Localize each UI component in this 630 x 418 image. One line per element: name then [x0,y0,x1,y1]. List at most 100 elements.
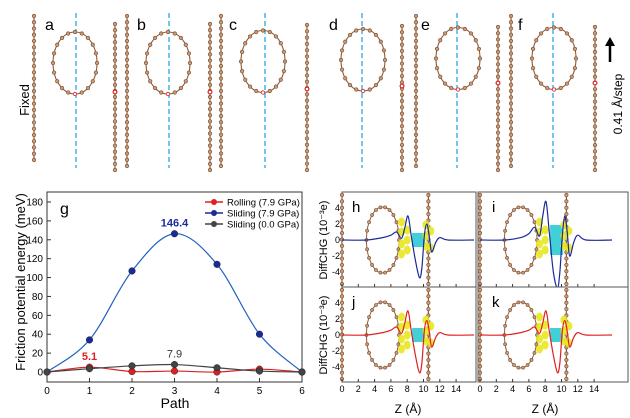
carbon-atom [112,155,118,160]
carbon-atom [218,151,224,156]
carbon-atom [508,95,514,100]
carbon-atom [508,70,514,75]
carbon-atom [573,56,579,61]
sliding-chain [207,21,213,173]
carbon-atom [207,137,213,142]
carbon-atom [124,88,130,94]
carbon-atom [477,275,483,280]
carbon-atom [207,76,213,81]
x-tick-label: 4 [214,386,220,397]
data-point [213,364,221,372]
carbon-atom [426,300,431,305]
carbon-atom [55,42,60,47]
carbon-atom [477,300,483,305]
carbon-atom [347,32,353,38]
carbon-atom [530,46,536,52]
carbon-atom [426,281,431,287]
y-tick-label: 2 [335,314,340,324]
x-tick-label: 10 [418,384,428,394]
carbon-atom [304,142,310,147]
carbon-atom [339,294,345,299]
carbon-atom [399,149,405,154]
carbon-atom [112,149,118,154]
carbon-atom [426,192,431,198]
carbon-atom [426,275,431,280]
carbon-atom [413,157,419,162]
carbon-atom [218,63,224,69]
carbon-atom [592,31,598,36]
carbon-atom [93,51,99,56]
carbon-atom [148,79,153,84]
carbon-atom [477,269,483,274]
carbon-atom [532,255,537,260]
carbon-atom [112,94,118,100]
carbon-atom [399,124,405,129]
carbon-atom [387,363,392,367]
carbon-atom [124,132,130,137]
carbon-atom [183,42,188,47]
carbon-atom [413,132,419,137]
carbon-atom [413,95,419,100]
panel-h: -4 -2 0 2 4 h [332,191,477,288]
carbon-atom [281,49,287,55]
carbon-atom [438,74,443,79]
support-chain [508,13,514,169]
carbon-atom [31,13,37,19]
carbon-atom [564,205,569,210]
positive-isosurface [397,249,405,259]
carbon-atom [31,114,37,119]
carbon-atom [525,363,530,367]
carbon-atom [378,365,383,370]
carbon-atom [112,64,118,69]
data-point [43,368,51,376]
carbon-atom [426,269,431,274]
structure-panels: a b c d e f [31,13,598,173]
carbon-atom [124,38,130,44]
marked-atom [112,89,118,95]
sliding-chain [592,24,598,173]
y-tick-label: 60 [32,311,44,322]
carbon-atom [495,105,501,110]
carbon-atom [394,255,399,260]
carbon-atom [367,315,371,320]
carbon-atom [495,124,501,129]
carbon-atom [538,31,544,36]
carbon-atom [442,81,448,86]
carbon-atom [218,70,224,75]
carbon-atom [304,67,310,72]
panel-label: f [518,17,523,34]
marked-atom [360,88,366,94]
carbon-atom [124,45,130,50]
charge-difference-charts: -4 -2 0 2 4 h i 0 2 4 6 8 10 12 14 -4 -2 0 2 4 j 0 2 4 6 8 10 12 14 k [332,191,629,394]
carbon-atom [304,161,310,166]
carbon-atom [592,62,598,67]
carbon-atom [365,342,370,347]
positive-isosurface [397,334,405,344]
carbon-atom [394,350,399,355]
carbon-atom [521,205,525,210]
carbon-atom [112,167,118,173]
carbon-atom [112,40,118,45]
carbon-atom [433,56,439,61]
carbon-atom [512,363,516,367]
data-point [213,260,221,268]
carbon-atom [31,132,37,138]
carbon-atom [495,68,501,73]
carbon-atom [207,100,213,106]
carbon-atom [207,34,213,39]
carbon-atom [218,32,224,37]
carbon-atom [278,41,283,46]
carbon-atom [218,88,224,94]
carbon-atom [66,90,71,95]
data-label: 7.9 [167,349,182,361]
carbon-atom [339,306,345,312]
carbon-atom [31,32,37,37]
carbon-atom [558,26,563,32]
carbon-atom [267,29,272,35]
carbon-atom [495,62,501,67]
carbon-atom [564,281,569,287]
carbon-atom [347,82,353,88]
y-tick-label: -4 [332,362,340,372]
carbon-atom [31,145,37,150]
